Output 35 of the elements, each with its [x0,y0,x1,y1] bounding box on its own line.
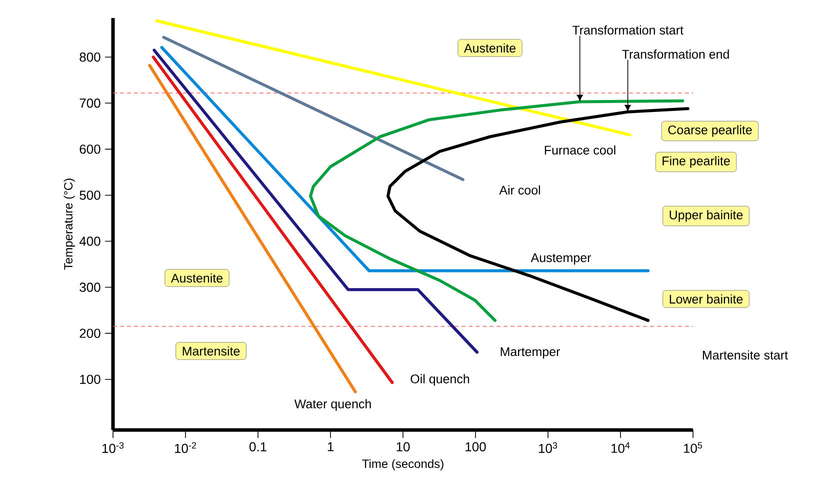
y-tick-label: 700 [80,98,100,108]
x-tick-label: 0.1 [249,442,266,452]
annotation: Coarse pearlite [668,125,752,137]
annotation: Lower bainite [670,294,743,304]
y-axis-title: Temperature (°C) [64,178,75,270]
annotation: Transformation start [572,25,684,35]
text: Air cool [499,185,540,195]
y-tick-label: 100 [80,374,100,384]
x-tick-label: 10$^{-3}$ [102,442,124,453]
x-tick-label: 10 [396,442,410,452]
annotation: Martensite [182,346,240,356]
annotation: Fine pearlite [662,156,730,168]
series-label: Oil quench [410,374,470,386]
series-label: Martemper [500,347,560,359]
x-tick-label: 10$^{4}$ [611,442,630,453]
annotation: Austenite [464,43,516,53]
x-tick-label: 10$^{5}$ [684,442,702,453]
series-label: Austemper [530,253,592,265]
y-tick-label: 800 [80,52,100,62]
x-tick-label: 10$^{-2}$ [174,442,196,453]
series-label: Water quench [294,399,371,411]
y-tick-label: 600 [80,144,100,154]
x-tick-label: 1 [328,442,334,452]
annotation: Upper bainite [670,210,743,222]
x-axis-title: Time (seconds) [362,459,444,470]
series-label: Furnace cool [544,145,616,155]
y-tick-label: 400 [79,236,100,246]
x-tick-label: 100 [466,442,486,452]
x-tick-label: 10$^{3}$ [538,442,558,453]
y-tick-label: 300 [80,282,100,292]
y-tick-label: 200 [80,328,100,338]
y-tick-label: 500 [80,190,100,200]
ref-line-label: Martensite start [702,350,788,360]
annotation: Austenite [170,273,223,283]
annotation: Transformation end [622,50,729,59]
